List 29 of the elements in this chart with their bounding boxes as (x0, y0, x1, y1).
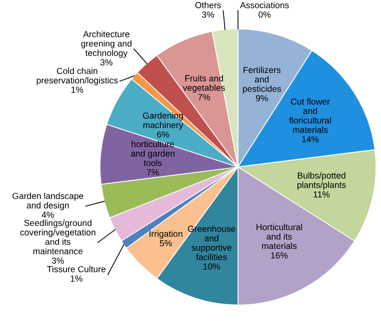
slice-label: Fruits and vegetables (182, 74, 225, 93)
data-label: 10% (203, 263, 220, 270)
data-label: 7% (198, 94, 210, 100)
slice-label: Others (195, 2, 221, 8)
slice-label: Cut flower and floricultural materials (289, 98, 331, 133)
slice-label: Fertilizers and pesticides (242, 66, 282, 94)
slice-label: Irrigation (150, 230, 182, 239)
slice-label: Seedlings/ground covering/vegetation and its maintenance (20, 220, 96, 254)
data-label: 1% (71, 86, 84, 93)
data-label: 16% (271, 252, 288, 258)
data-label: 9% (256, 95, 268, 102)
slice-label: Garden landscape and design (12, 192, 84, 210)
slice-label: Bulbs/potted plants/plants (298, 172, 346, 190)
data-label: 3% (202, 11, 214, 18)
data-label: 1% (70, 276, 82, 282)
slice-label: Horticultural and its materials (256, 224, 302, 250)
category-label: Associations (240, 2, 289, 8)
slice-label: Architecture greening and technology (81, 30, 132, 58)
data-label: 6% (157, 131, 170, 138)
data-label: 5% (160, 240, 172, 246)
data-label: 3% (52, 258, 64, 264)
data-label: 4% (42, 212, 54, 218)
data-label: 14% (302, 136, 319, 142)
data-label: 7% (146, 169, 159, 176)
slice-label: Cold chain preservation/logistics (36, 68, 118, 86)
data-label: 11% (314, 191, 330, 198)
data-label: 3% (100, 59, 112, 66)
text: 0% (258, 11, 271, 18)
slice-label: Tissure Culture (47, 266, 106, 272)
